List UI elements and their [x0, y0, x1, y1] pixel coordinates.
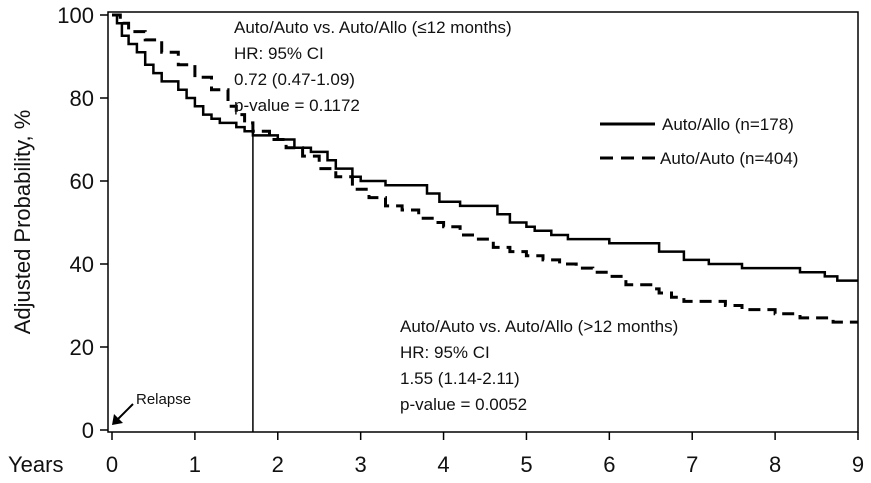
x-tick-label: 8: [769, 452, 781, 477]
series-auto-allo-line: [112, 13, 858, 282]
early-annotation-line4: p-value = 0.1172: [234, 96, 360, 115]
late-hr-annotation: Auto/Auto vs. Auto/Allo (>12 months) HR:…: [400, 317, 678, 414]
y-tick-label: 100: [57, 3, 94, 28]
early-annotation-line3: 0.72 (0.47-1.09): [234, 70, 355, 89]
plot-frame: [107, 11, 859, 433]
x-tick-label: 6: [603, 452, 615, 477]
relapse-label: Relapse: [136, 391, 191, 408]
x-tick-label: 9: [852, 452, 864, 477]
legend: Auto/Allo (n=178) Auto/Auto (n=404): [600, 115, 798, 168]
legend-label-auto-allo: Auto/Allo (n=178): [662, 115, 794, 134]
late-annotation-line4: p-value = 0.0052: [400, 395, 527, 414]
y-tick-label: 40: [70, 252, 94, 277]
x-tick-label: 0: [106, 452, 118, 477]
x-tick-label: 5: [520, 452, 532, 477]
y-tick-label: 60: [70, 169, 94, 194]
legend-label-auto-auto: Auto/Auto (n=404): [660, 149, 798, 168]
relapse-marker: Relapse: [112, 391, 191, 425]
series-layer: [112, 13, 858, 324]
relapse-arrow-icon: [115, 403, 134, 422]
late-annotation-line3: 1.55 (1.14-2.11): [400, 369, 520, 388]
y-tick-label: 20: [70, 335, 94, 360]
late-annotation-line2: HR: 95% CI: [400, 343, 490, 362]
x-tick-label: 1: [189, 452, 201, 477]
x-tick-label: 4: [437, 452, 449, 477]
x-tick-label: 7: [686, 452, 698, 477]
y-tick-label: 0: [82, 418, 94, 443]
early-annotation-line2: HR: 95% CI: [234, 44, 324, 63]
y-axis-label: Adjusted Probability, %: [10, 110, 35, 335]
x-axis-label: Years: [8, 452, 63, 477]
series-auto-auto-line: [112, 13, 858, 324]
early-hr-annotation: Auto/Auto vs. Auto/Allo (≤12 months) HR:…: [234, 18, 512, 115]
relapse-arrowhead-icon: [112, 414, 123, 425]
late-annotation-line1: Auto/Auto vs. Auto/Allo (>12 months): [400, 317, 678, 336]
y-axis-ticks: 0 20 40 60 80 100: [57, 3, 108, 443]
x-tick-label: 3: [355, 452, 367, 477]
x-tick-label: 2: [272, 452, 284, 477]
y-tick-label: 80: [70, 86, 94, 111]
early-annotation-line1: Auto/Auto vs. Auto/Allo (≤12 months): [234, 18, 512, 37]
x-axis-ticks: 0 1 2 3 4 5 6 7 8 9: [106, 432, 864, 477]
